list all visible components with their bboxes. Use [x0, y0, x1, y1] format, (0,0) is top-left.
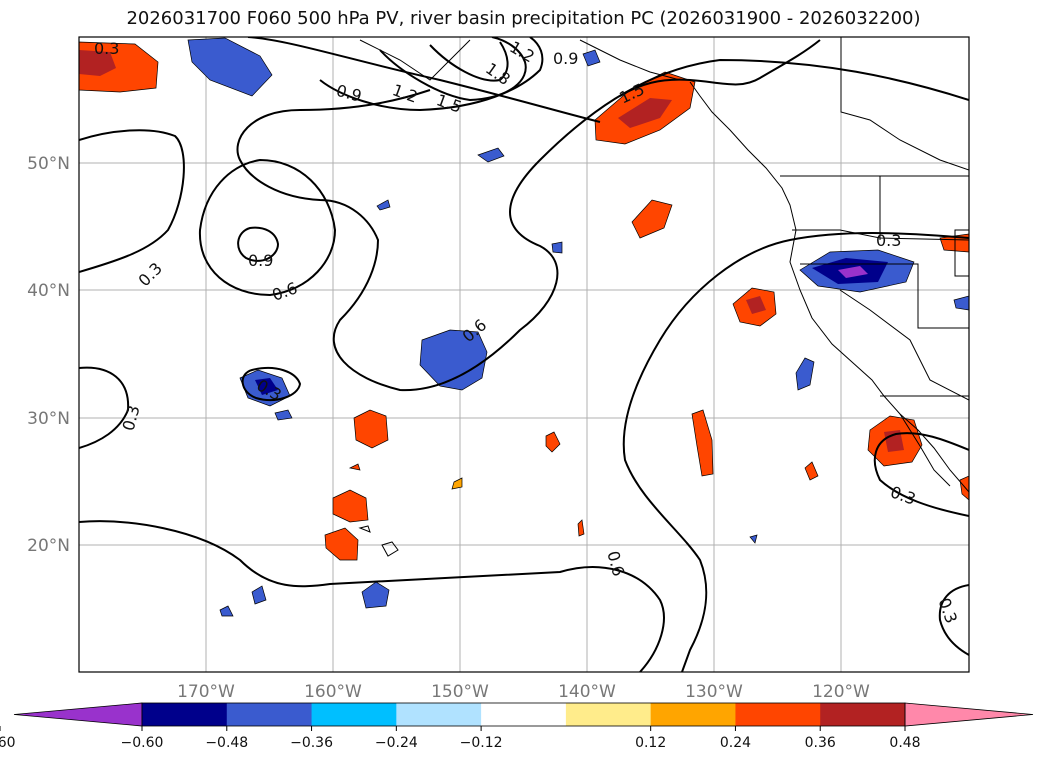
precip-blob [551, 241, 563, 254]
lat-label: 30°N [27, 409, 70, 429]
precip-blob [255, 378, 278, 395]
precip-blob [353, 409, 389, 449]
pv-contour-0.3 [79, 129, 185, 273]
pv-contour-0.3 [622, 232, 969, 672]
colorbar-tick-label: 0.24 [720, 735, 751, 751]
precip-blob [219, 605, 234, 617]
map-area: 0.3 0.3 0.3 0.3 0.3 0.3 0.6 0.6 0.6 0.9 … [79, 37, 969, 672]
lat-label: 20°N [27, 536, 70, 556]
lat-label: 40°N [27, 281, 70, 301]
lon-label: 150°W [431, 682, 489, 702]
precip-blob [274, 409, 293, 421]
colorbar-extend-min [13, 702, 143, 727]
map-background [79, 37, 969, 672]
precip-blob [804, 461, 819, 481]
colorbar-tick-label: 0.60 [0, 735, 16, 751]
lon-label: 140°W [558, 682, 616, 702]
colorbar-tick-label: −0.12 [460, 735, 503, 751]
contour-label: 0.9 [553, 49, 578, 68]
colorbar-tick-label: −0.36 [290, 735, 333, 751]
precip-blob [618, 98, 672, 128]
precip-blob [79, 50, 116, 76]
colorbar-segment [735, 703, 821, 726]
box-region [954, 229, 969, 277]
precip-blob [348, 463, 361, 471]
pv-contour-0.3 [79, 520, 665, 672]
map-frame [78, 36, 970, 673]
contour-label: 0.3 [94, 39, 119, 58]
border-canada [840, 37, 969, 171]
precip-blob [884, 430, 904, 452]
precip-pc-shading [79, 37, 969, 617]
colorbar-tick-label: −0.60 [121, 735, 164, 751]
precip-blob [419, 329, 488, 391]
pv-contour-0.9 [237, 226, 280, 262]
colorbar-tick-label: −0.48 [205, 735, 248, 751]
map-title: 2026031700 F060 500 hPa PV, river basin … [126, 8, 921, 29]
precip-blob [332, 489, 369, 523]
precip-blob [953, 295, 969, 311]
pv-contour-0.3 [79, 366, 130, 449]
island-hawaii [381, 541, 399, 557]
precip-blob [577, 519, 585, 537]
border-state [839, 289, 969, 401]
colorbar-tick-label: −0.24 [375, 735, 418, 751]
pv-contours [79, 37, 969, 672]
contour-label: 0.3 [876, 231, 901, 250]
precip-blob [838, 266, 868, 278]
precip-blob [749, 534, 758, 544]
lon-label: 170°W [177, 682, 235, 702]
coastline-baja [899, 413, 951, 487]
colorbar-segment [396, 703, 482, 726]
precip-blob [746, 296, 766, 314]
colorbar-extend-max [904, 702, 1034, 727]
pv-contour-1.5 [619, 39, 821, 97]
colorbar-segment [142, 703, 228, 726]
colorbar: −0.60 −0.48 −0.36 −0.24 −0.12 0.12 0.24 0.36 0.4… [0, 702, 1034, 751]
lat-label: 50°N [27, 154, 70, 174]
precip-blob [361, 581, 390, 609]
pv-contour-0.6 [247, 37, 601, 123]
colorbar-segment [820, 703, 906, 726]
precip-blob [691, 409, 714, 477]
colorbar-tick-label: 0.36 [805, 735, 836, 751]
pv-contour-0.3 [241, 366, 302, 402]
colorbar-segment [311, 703, 397, 726]
precip-blob [545, 431, 561, 453]
colorbar-tick-label: 0.48 [889, 735, 920, 751]
pv-contour-0.3 [873, 432, 969, 517]
lon-label: 160°W [304, 682, 362, 702]
colorbar-segment [565, 703, 652, 726]
pv-contour-1.2 [379, 37, 527, 102]
colorbar-segment [650, 703, 736, 726]
colorbar-segment [226, 703, 313, 726]
pv-contour-0.9 [319, 37, 544, 112]
lon-labels: 170°W 160°W 150°W 140°W 130°W 120°W [177, 682, 870, 702]
island [358, 525, 371, 533]
pv-contour-0.6 [198, 158, 337, 297]
precip-blob [251, 585, 267, 605]
precip-blob [376, 199, 391, 211]
contour-label: 0.9 [248, 251, 273, 270]
colorbar-frame [141, 702, 906, 727]
precip-blob [324, 527, 359, 561]
colorbar-segment [481, 703, 567, 726]
precip-blob [477, 147, 505, 163]
lon-label: 120°W [812, 682, 870, 702]
pv-contour-0.3 [938, 584, 969, 656]
precip-blob [187, 37, 273, 97]
lat-labels: 50°N 40°N 30°N 20°N [27, 154, 70, 556]
pv-contour-1.5 [429, 41, 509, 82]
coastline-north-america [689, 81, 969, 493]
precip-blob [631, 199, 673, 239]
colorbar-tick-label: 0.12 [635, 735, 666, 751]
precip-blob [451, 477, 463, 490]
precip-blob [582, 49, 601, 67]
lon-label: 130°W [685, 682, 743, 702]
border-state [800, 263, 969, 329]
precip-blob [795, 357, 815, 391]
precip-blob [959, 475, 969, 501]
